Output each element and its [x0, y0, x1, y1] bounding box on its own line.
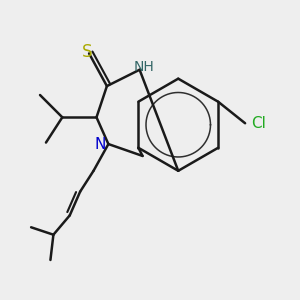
- Text: N: N: [94, 137, 106, 152]
- Text: S: S: [82, 43, 93, 61]
- Text: Cl: Cl: [251, 116, 266, 131]
- Text: NH: NH: [134, 60, 154, 74]
